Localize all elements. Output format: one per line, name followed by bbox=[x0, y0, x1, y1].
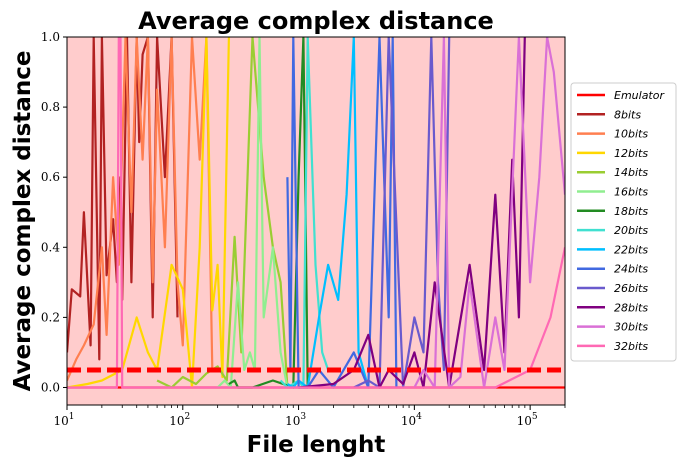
legend-label: 10bits bbox=[614, 128, 648, 141]
legend-label: 12bits bbox=[614, 147, 648, 160]
series-line-26bits bbox=[353, 37, 451, 389]
series-line-10bits bbox=[67, 37, 214, 381]
series-line-12bits bbox=[67, 37, 230, 389]
legend-label: 20bits bbox=[614, 224, 648, 237]
y-tick-label: 0.0 bbox=[41, 380, 60, 394]
legend-label: 8bits bbox=[614, 108, 641, 121]
y-tick-label: 0.6 bbox=[41, 170, 60, 184]
series-line-16bits bbox=[216, 37, 289, 389]
y-tick-label: 1.0 bbox=[41, 30, 60, 44]
x-axis: 101 102 103 104 105 bbox=[53, 405, 566, 428]
legend-label: 32bits bbox=[614, 340, 648, 353]
series-line-14bits bbox=[156, 37, 289, 389]
x-axis-label: File lenght bbox=[247, 432, 386, 458]
x-tick-label: 101 bbox=[53, 412, 74, 428]
x-tick-label: 103 bbox=[285, 412, 306, 428]
legend-label: 18bits bbox=[614, 205, 648, 218]
y-tick-label: 0.8 bbox=[41, 100, 60, 114]
x-tick-label: 102 bbox=[169, 412, 190, 428]
y-tick-label: 0.2 bbox=[41, 310, 60, 324]
legend-label: 28bits bbox=[614, 301, 648, 314]
y-axis-label: Average complex distance bbox=[10, 51, 36, 392]
legend-label: 24bits bbox=[614, 263, 648, 276]
y-axis: 0.0 0.2 0.4 0.6 0.8 1.0 bbox=[41, 30, 67, 394]
legend-label: 26bits bbox=[614, 282, 648, 295]
legend-label: 22bits bbox=[614, 243, 648, 256]
legend: Emulator 8bits 10bits 12bits 14bits 16bits 18b… bbox=[570, 82, 677, 362]
legend-label: 14bits bbox=[614, 166, 648, 179]
plot-frame bbox=[66, 36, 566, 406]
legend-label: Emulator bbox=[614, 89, 665, 102]
y-tick-label: 0.4 bbox=[41, 240, 60, 254]
legend-label: 16bits bbox=[614, 186, 648, 199]
series-line-30bits bbox=[413, 37, 565, 389]
legend-label: 30bits bbox=[614, 321, 648, 334]
series-line-18bits bbox=[228, 37, 309, 389]
chart-title: Average complex distance bbox=[138, 7, 494, 35]
legend-box bbox=[570, 82, 677, 362]
series-line-22bits bbox=[286, 37, 370, 389]
x-tick-label: 105 bbox=[517, 412, 538, 428]
x-tick-label: 104 bbox=[401, 412, 422, 428]
